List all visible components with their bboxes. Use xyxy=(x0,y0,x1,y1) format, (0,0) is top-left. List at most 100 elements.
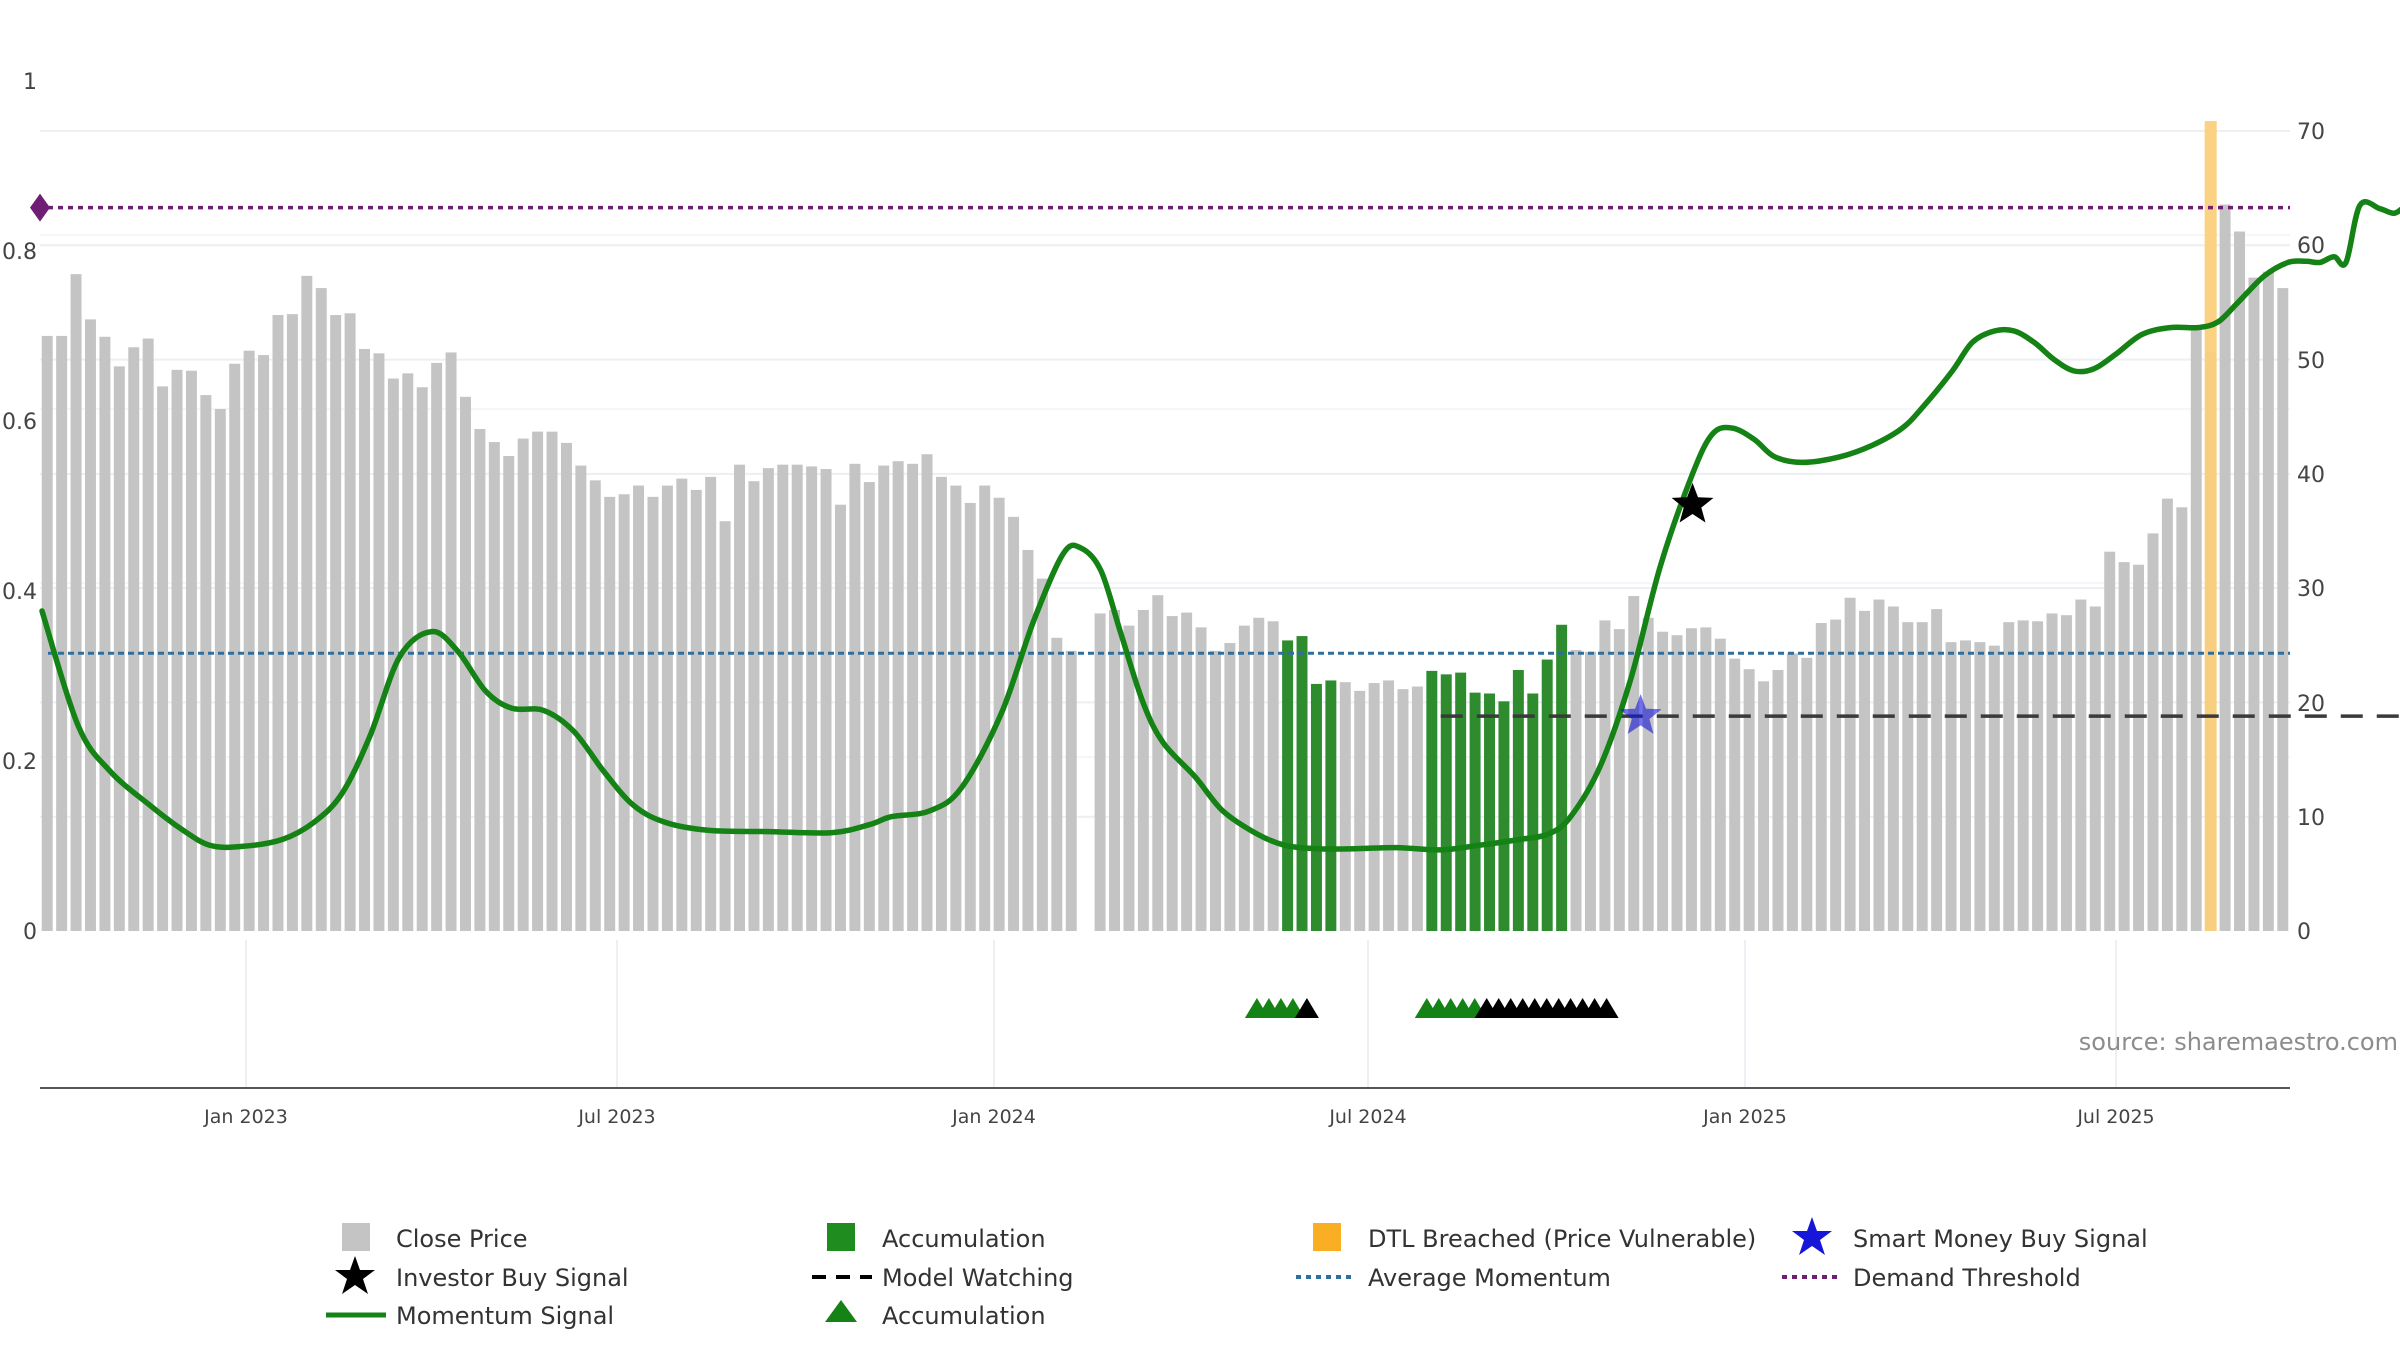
close-price-bar xyxy=(2089,606,2101,931)
legend-label: Accumulation xyxy=(882,1302,1046,1330)
close-price-bar xyxy=(2219,204,2231,932)
legend-label: Investor Buy Signal xyxy=(396,1264,629,1292)
smart-money-buy-signal-star xyxy=(1619,694,1662,734)
accumulation-bar xyxy=(1484,693,1495,931)
close-price-bar xyxy=(200,395,212,932)
right-tick-label: 30 xyxy=(2297,577,2325,602)
accumulation-bar xyxy=(1440,674,1452,931)
close-price-bar xyxy=(2190,326,2202,932)
close-price-bar xyxy=(1714,638,1726,931)
signal-markers xyxy=(1244,482,1714,1018)
close-price-bar xyxy=(1945,642,1957,931)
green-square-icon xyxy=(827,1223,855,1251)
close-price-bar xyxy=(762,468,774,931)
close-price-bar xyxy=(560,442,572,931)
close-price-bar xyxy=(431,362,443,931)
close-price-bar xyxy=(633,485,645,931)
accumulation-bar xyxy=(1455,672,1467,931)
close-price-bar xyxy=(835,504,846,931)
close-price-bar xyxy=(1628,596,1640,931)
orange-square-icon xyxy=(1313,1223,1341,1251)
close-price-bar xyxy=(272,315,284,931)
right-tick-label: 70 xyxy=(2297,120,2325,145)
close-price-bar xyxy=(85,319,96,931)
close-price-bar xyxy=(171,369,183,932)
close-price-bar xyxy=(402,373,414,932)
close-price-bar xyxy=(1065,650,1077,931)
close-price-bar xyxy=(546,431,558,931)
close-price-bar xyxy=(1657,631,1669,931)
legend-label: Model Watching xyxy=(882,1264,1074,1292)
close-price-bar xyxy=(416,387,428,931)
close-price-bar xyxy=(286,314,298,931)
x-tick-label: Jul 2024 xyxy=(1328,1106,1406,1128)
close-price-bar xyxy=(1988,645,2000,931)
close-price-bar xyxy=(892,461,904,931)
left-tick-label: 0 xyxy=(23,920,37,945)
close-price-bar xyxy=(604,496,616,931)
close-price-bar xyxy=(748,481,760,931)
close-price-bar xyxy=(1772,670,1784,931)
close-price-bar xyxy=(2075,599,2087,931)
close-price-bar xyxy=(2118,562,2130,931)
close-price-bar xyxy=(1383,680,1395,931)
close-price-bar xyxy=(1094,613,1106,931)
close-price-bar xyxy=(1931,609,1943,931)
left-tick-label: 0.2 xyxy=(2,750,37,775)
close-price-bar xyxy=(661,485,673,931)
close-price-bar xyxy=(1671,635,1683,931)
close-price-bar xyxy=(70,274,82,931)
close-price-bar xyxy=(157,386,169,931)
close-price-bar xyxy=(1599,620,1611,931)
accumulation-bar xyxy=(1527,693,1539,931)
close-price-bar xyxy=(618,494,630,931)
left-tick-label: 1 xyxy=(23,70,37,95)
close-price-bar xyxy=(488,442,500,931)
black-star-icon xyxy=(335,1256,375,1294)
close-price-bar xyxy=(1801,657,1813,931)
gridlines xyxy=(40,130,2290,1088)
legend-label: DTL Breached (Price Vulnerable) xyxy=(1368,1225,1756,1253)
close-price-bar xyxy=(2017,620,2029,931)
close-price-bar xyxy=(1786,653,1798,931)
close-price-bar xyxy=(719,521,731,931)
left-tick-label: 0.6 xyxy=(2,410,37,435)
close-price-bar xyxy=(705,476,717,931)
close-price-bar xyxy=(1411,686,1423,931)
right-tick-label: 20 xyxy=(2297,692,2325,717)
close-price-bar xyxy=(142,338,154,931)
close-price-bar xyxy=(849,463,861,931)
close-price-bar xyxy=(575,465,587,931)
x-tick-label: Jul 2023 xyxy=(577,1106,655,1128)
close-price-bar xyxy=(1700,627,1712,931)
left-axis-ticks: 0 0.2 0.4 0.6 0.8 1 xyxy=(2,70,37,945)
close-price-bar xyxy=(56,335,68,931)
close-price-bar xyxy=(863,482,875,931)
x-tick-label: Jan 2024 xyxy=(951,1106,1036,1128)
investor-buy-signal-star xyxy=(1671,482,1714,523)
grey-square-icon xyxy=(342,1223,370,1251)
right-tick-label: 0 xyxy=(2297,920,2311,945)
close-price-bar xyxy=(2104,551,2116,931)
accumulation-bar xyxy=(1426,670,1438,931)
close-price-bar xyxy=(1397,689,1409,931)
close-price-bar xyxy=(1729,658,1741,931)
close-price-bar xyxy=(2234,231,2245,931)
close-price-bar xyxy=(1815,623,1827,931)
close-price-bar xyxy=(1109,609,1120,931)
close-price-bar xyxy=(1887,606,1899,931)
legend-label: Close Price xyxy=(396,1225,528,1253)
legend-label: Average Momentum xyxy=(1368,1264,1611,1292)
close-price-bar xyxy=(517,438,529,931)
close-price-bar xyxy=(777,464,789,931)
close-price-bar xyxy=(878,465,890,931)
close-price-bar xyxy=(979,485,991,931)
close-price-bar xyxy=(1267,621,1279,931)
close-price-bar xyxy=(128,347,140,932)
dtl-breached-bar xyxy=(2204,121,2217,931)
right-tick-label: 50 xyxy=(2297,349,2325,374)
legend: Close Price Accumulation DTL Breached (P… xyxy=(326,1217,2148,1330)
close-price-bar xyxy=(1960,640,1971,931)
close-price-bar xyxy=(315,288,327,931)
accumulation-bar xyxy=(1310,683,1322,931)
